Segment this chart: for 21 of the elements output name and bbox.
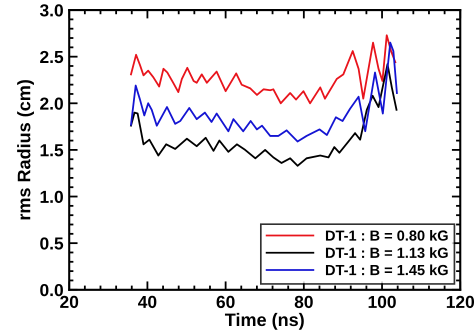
legend-label: DT-1 : B = 1.13 kG [326,247,448,258]
y-tick-label: 0.5 [40,237,64,250]
y-tick-label: 2.5 [40,50,64,64]
x-tick-label: 20 [60,296,78,308]
line-series [130,34,396,104]
y-tick-label: 3.0 [40,4,63,17]
x-tick-label: 40 [138,296,156,308]
x-axis-title: Time (ns) [224,312,304,330]
x-tick-label: 60 [216,296,235,308]
x-tick-label: 100 [368,296,396,308]
x-tick-label: 80 [294,296,313,308]
y-tick-label: 1.0 [40,190,63,203]
y-axis-title: rms Radius (cm) [17,80,34,220]
y-tick-label: 0.0 [40,284,63,296]
y-tick-label: 2.0 [40,97,63,110]
y-tick-label: 1.5 [40,144,64,156]
legend-label: DT-1 : B = 1.45 kG [326,264,448,276]
x-tick-label: 120 [446,296,474,308]
legend-label: DT-1 : B = 0.80 kG [326,230,448,241]
line-series [130,42,398,142]
line-series [130,63,398,167]
